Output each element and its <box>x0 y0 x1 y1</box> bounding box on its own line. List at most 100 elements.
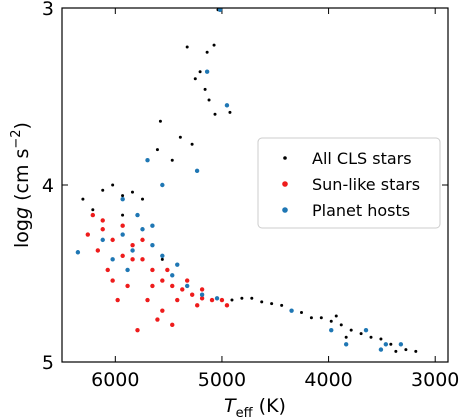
point <box>334 314 338 318</box>
point <box>414 349 418 353</box>
point <box>260 300 264 304</box>
legend-label: Planet hosts <box>312 201 410 220</box>
point <box>155 317 160 322</box>
point <box>193 77 197 81</box>
point <box>205 50 209 54</box>
point <box>214 296 220 301</box>
point <box>270 302 274 306</box>
point <box>184 278 190 283</box>
point <box>349 328 353 332</box>
point <box>95 248 101 253</box>
point <box>160 308 165 313</box>
point <box>280 303 284 307</box>
point <box>91 208 95 212</box>
point <box>213 112 217 116</box>
point <box>190 142 194 146</box>
point <box>250 296 254 300</box>
point <box>204 69 210 74</box>
point <box>175 297 180 303</box>
point <box>105 267 110 273</box>
point <box>85 232 91 237</box>
point <box>130 248 135 253</box>
point <box>379 337 383 341</box>
point <box>155 148 159 152</box>
point <box>299 310 303 314</box>
point <box>135 327 140 333</box>
point <box>130 190 134 194</box>
point <box>175 262 180 267</box>
point <box>207 98 211 102</box>
point <box>224 103 230 108</box>
point <box>110 278 115 283</box>
point <box>185 45 189 49</box>
point <box>170 158 174 162</box>
point <box>140 227 145 232</box>
legend-marker <box>283 156 287 160</box>
legend-marker <box>282 207 288 213</box>
point <box>343 342 349 347</box>
point <box>160 278 165 283</box>
point <box>199 287 205 292</box>
point <box>383 342 389 347</box>
x-tick-label: 4000 <box>304 369 352 391</box>
point <box>180 287 185 292</box>
point <box>101 188 105 192</box>
point <box>195 303 200 308</box>
point <box>378 347 384 352</box>
point <box>203 87 207 91</box>
point <box>150 223 155 228</box>
point <box>228 110 232 114</box>
x-label-part: T <box>224 395 237 417</box>
point <box>121 213 125 217</box>
point <box>120 232 125 237</box>
point <box>100 237 105 243</box>
point <box>194 168 200 174</box>
point <box>184 283 190 289</box>
point <box>120 253 125 258</box>
point <box>140 257 145 262</box>
point <box>121 194 125 198</box>
point <box>150 242 155 248</box>
point <box>111 183 115 187</box>
point <box>344 335 348 339</box>
point <box>170 273 175 278</box>
point <box>100 218 105 223</box>
point <box>160 182 165 188</box>
point <box>150 267 155 273</box>
y-label-part: (cm s <box>11 149 33 207</box>
point <box>145 297 150 303</box>
point <box>209 297 215 303</box>
point <box>212 43 216 47</box>
point <box>339 323 343 327</box>
y-axis-label: logg (cm s−2) <box>9 122 33 248</box>
point <box>81 197 85 201</box>
x-label-part: eff <box>236 406 254 419</box>
point <box>110 257 115 262</box>
point <box>199 296 205 301</box>
point <box>199 292 205 297</box>
point <box>90 212 96 218</box>
point <box>110 237 115 243</box>
legend-label: Sun-like stars <box>312 175 420 194</box>
point <box>359 332 363 336</box>
y-label-part: ) <box>11 122 33 129</box>
point <box>130 257 135 262</box>
point <box>394 349 398 353</box>
legend-box <box>257 137 441 229</box>
point <box>363 327 369 333</box>
point <box>145 158 150 163</box>
point <box>178 135 182 139</box>
point <box>125 267 130 273</box>
point <box>100 227 105 232</box>
y-tick-label: 3 <box>42 0 54 20</box>
point <box>125 283 130 289</box>
point <box>115 297 120 303</box>
point <box>140 237 145 243</box>
point <box>120 223 125 228</box>
y-label-part: −2 <box>9 129 24 148</box>
x-tick-label: 5000 <box>198 369 246 391</box>
legend: All CLS stars Sun-like stars Planet hosts <box>257 137 441 229</box>
point <box>398 342 404 347</box>
point <box>404 348 408 352</box>
y-label-part: g <box>11 207 33 219</box>
